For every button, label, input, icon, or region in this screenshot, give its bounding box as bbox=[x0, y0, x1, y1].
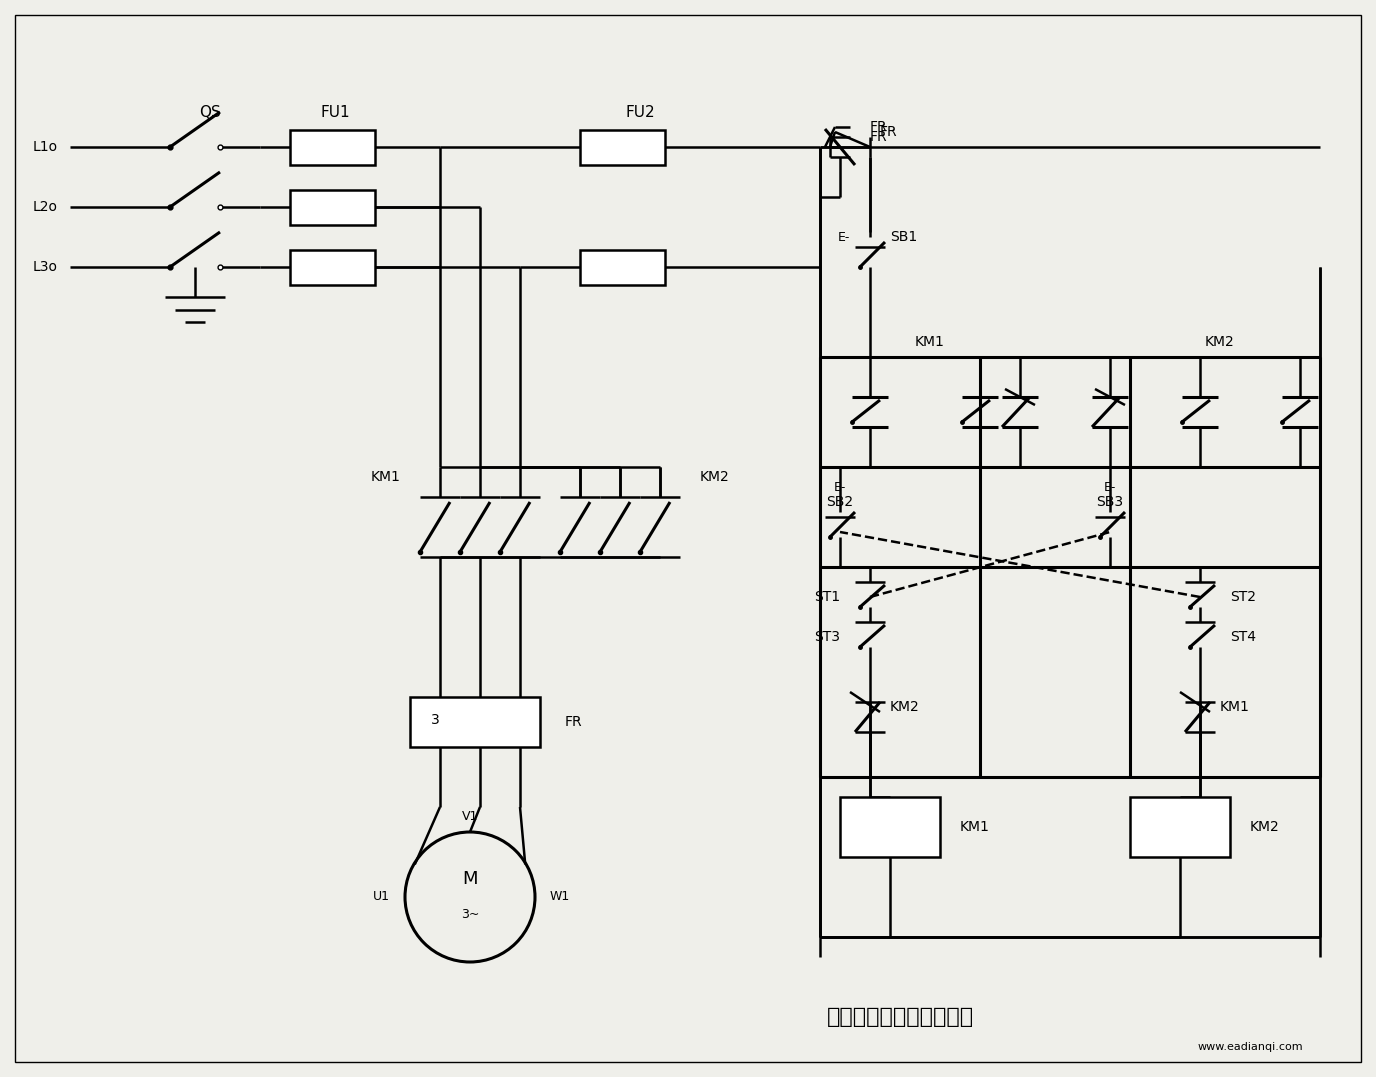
Text: KM1: KM1 bbox=[915, 335, 945, 349]
Text: KM1: KM1 bbox=[960, 820, 989, 834]
Text: E-: E- bbox=[1104, 480, 1116, 493]
Bar bbox=[290, 190, 376, 224]
Bar bbox=[1130, 797, 1230, 857]
Text: ST4: ST4 bbox=[1230, 630, 1256, 644]
Text: L1o: L1o bbox=[33, 140, 58, 154]
Text: KM2: KM2 bbox=[890, 700, 919, 714]
Text: E-: E- bbox=[838, 230, 850, 243]
Text: L3o: L3o bbox=[33, 260, 58, 274]
Text: ST1: ST1 bbox=[813, 590, 839, 604]
Text: KM1: KM1 bbox=[1221, 700, 1249, 714]
Text: 3~: 3~ bbox=[461, 909, 479, 922]
Text: 电动机自动往返控制电路: 电动机自动往返控制电路 bbox=[827, 1007, 974, 1027]
Text: FU1: FU1 bbox=[321, 104, 350, 120]
Text: KM2: KM2 bbox=[700, 470, 729, 484]
Bar bbox=[290, 129, 376, 165]
Bar bbox=[581, 250, 665, 284]
Text: V1: V1 bbox=[462, 811, 479, 824]
Text: L2o: L2o bbox=[33, 200, 58, 214]
Text: SB1: SB1 bbox=[890, 230, 918, 244]
Text: ST3: ST3 bbox=[815, 630, 839, 644]
Text: www.eadianqi.com: www.eadianqi.com bbox=[1197, 1043, 1303, 1052]
Text: SB2: SB2 bbox=[827, 495, 853, 509]
Text: E-: E- bbox=[834, 480, 846, 493]
Text: FR: FR bbox=[870, 130, 888, 144]
Text: FU2: FU2 bbox=[625, 104, 655, 120]
Text: 3: 3 bbox=[431, 713, 439, 727]
Text: KM2: KM2 bbox=[1205, 335, 1234, 349]
Text: ST2: ST2 bbox=[1230, 590, 1256, 604]
Bar bbox=[290, 250, 376, 284]
Bar bbox=[581, 129, 665, 165]
Text: FR: FR bbox=[870, 120, 888, 134]
Text: KM2: KM2 bbox=[1249, 820, 1280, 834]
Text: KM1: KM1 bbox=[370, 470, 400, 484]
Text: FR: FR bbox=[566, 715, 582, 729]
Bar bbox=[410, 697, 539, 747]
Text: W1: W1 bbox=[550, 891, 570, 904]
Bar bbox=[839, 797, 940, 857]
Text: SB3: SB3 bbox=[1097, 495, 1124, 509]
Text: U1: U1 bbox=[373, 891, 389, 904]
Text: QS: QS bbox=[200, 104, 222, 120]
Text: M: M bbox=[462, 870, 477, 889]
Text: FR: FR bbox=[881, 125, 897, 139]
